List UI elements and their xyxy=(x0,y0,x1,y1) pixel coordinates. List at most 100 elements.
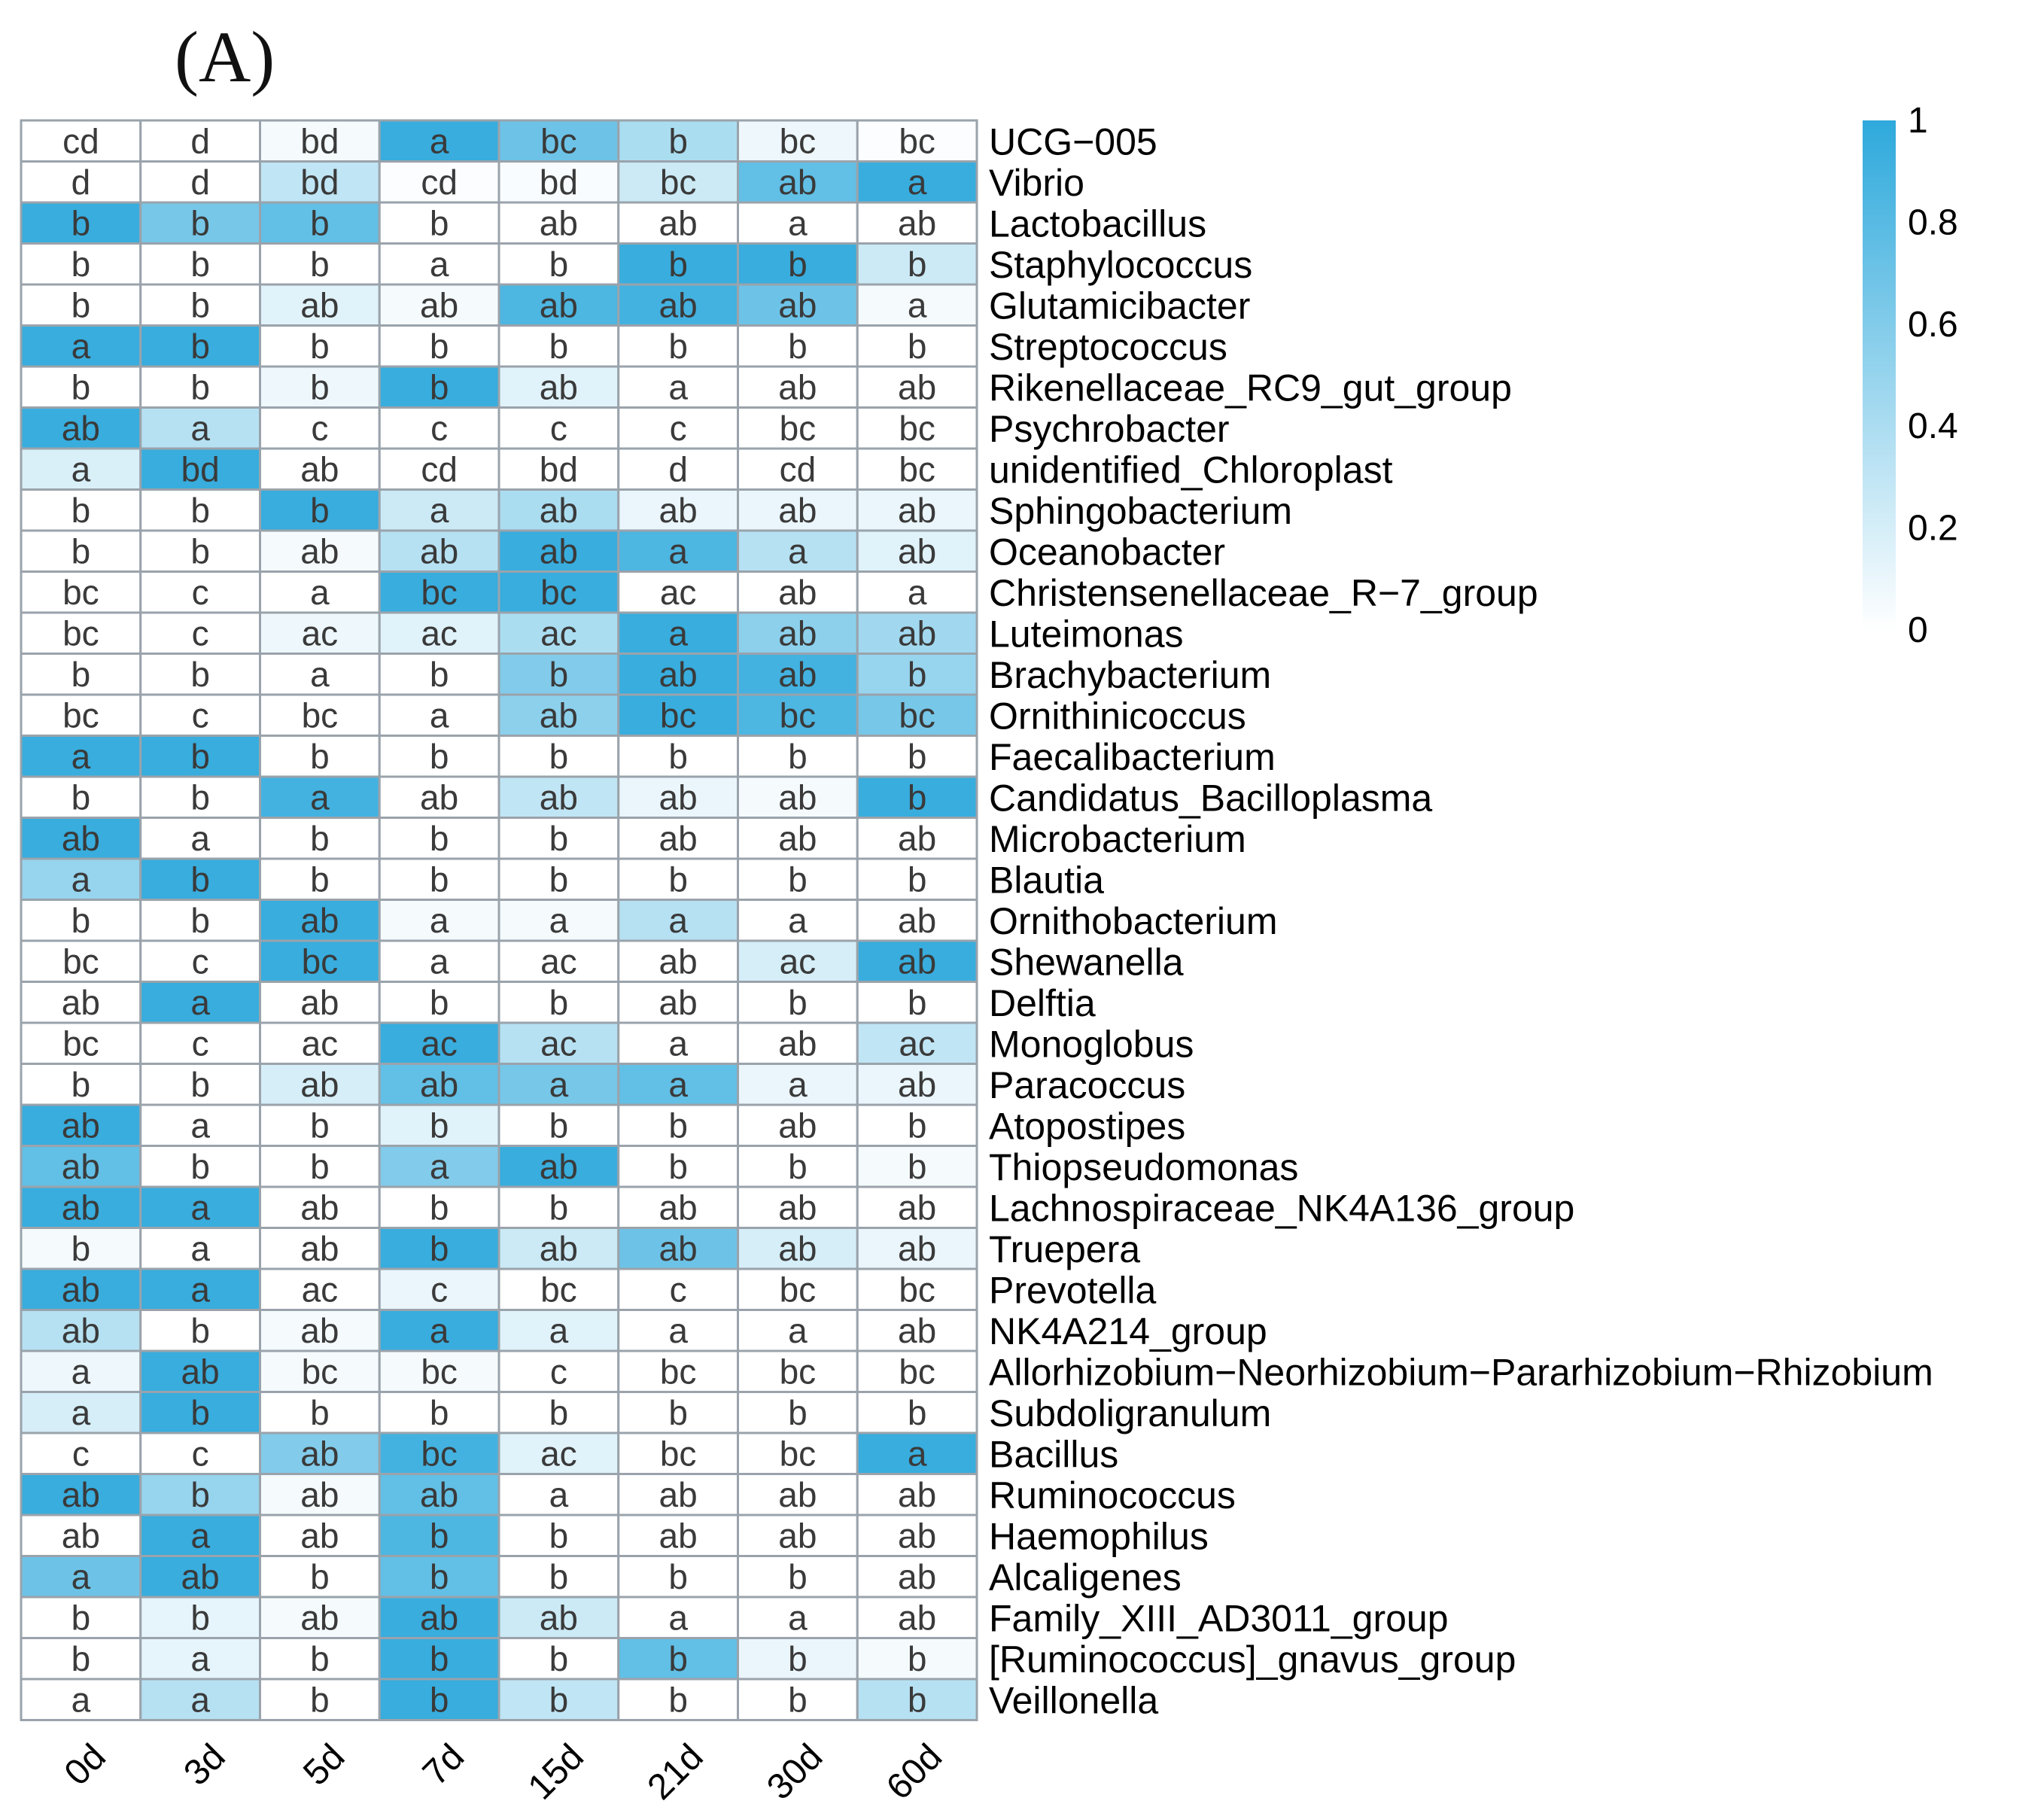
cell-significance-label: a xyxy=(788,1065,808,1104)
heatmap-cell xyxy=(20,1431,142,1475)
heatmap-cell xyxy=(139,1637,261,1681)
cell-significance-label: ab xyxy=(898,1557,936,1596)
heatmap-cell xyxy=(617,1513,739,1557)
column-label: 5d xyxy=(296,1737,352,1793)
cell-significance-label: bc xyxy=(899,1352,935,1391)
cell-significance-label: ab xyxy=(898,491,936,530)
heatmap-cell xyxy=(378,283,500,327)
heatmap-cell xyxy=(737,529,859,573)
cell-significance-label: b xyxy=(310,1147,330,1186)
cell-significance-label: ab xyxy=(62,1311,100,1350)
heatmap-cell xyxy=(139,1185,261,1229)
cell-significance-label: b xyxy=(71,367,91,406)
cell-significance-label: ab xyxy=(540,777,578,817)
cell-significance-label: ab xyxy=(62,1188,100,1227)
heatmap-cell xyxy=(378,1103,500,1147)
heatmap-cell xyxy=(378,1555,500,1599)
cell-significance-label: a xyxy=(71,1393,91,1432)
cell-significance-label: ab xyxy=(540,491,578,530)
row-label: Brachybacterium xyxy=(989,654,1271,696)
cell-significance-label: a xyxy=(430,121,449,160)
heatmap-cell xyxy=(737,1431,859,1475)
cell-significance-label: ab xyxy=(778,777,817,817)
cell-significance-label: a xyxy=(788,531,808,570)
heatmap-cell xyxy=(617,119,739,163)
heatmap-cell xyxy=(737,1145,859,1188)
cell-significance-label: ab xyxy=(420,531,458,570)
heatmap-cell xyxy=(259,242,381,286)
heatmap-cell xyxy=(20,365,142,409)
cell-significance-label: ab xyxy=(898,613,936,653)
heatmap-cell xyxy=(139,529,261,573)
row-label: unidentified_Chloroplast xyxy=(989,449,1393,491)
cell-significance-label: ab xyxy=(659,1188,698,1227)
cell-significance-label: ac xyxy=(302,613,339,653)
column-label: 21d xyxy=(640,1737,711,1800)
legend-tick-label: 0.6 xyxy=(1908,305,1958,345)
cell-significance-label: bc xyxy=(660,163,697,202)
heatmap-cell xyxy=(617,775,739,819)
column-label: 3d xyxy=(176,1737,233,1793)
cell-significance-label: ab xyxy=(898,1229,936,1268)
cell-significance-label: ab xyxy=(62,1270,100,1309)
cell-significance-label: bc xyxy=(302,695,339,735)
cell-significance-label: ab xyxy=(778,819,817,858)
cell-significance-label: b xyxy=(430,859,449,899)
cell-significance-label: ab xyxy=(300,1516,339,1555)
row-label: Staphylococcus xyxy=(989,244,1252,286)
cell-significance-label: ac xyxy=(302,1270,339,1309)
cell-significance-label: b xyxy=(908,859,927,899)
heatmap-cell xyxy=(856,570,978,614)
cell-significance-label: a xyxy=(310,573,330,612)
cell-significance-label: a xyxy=(190,1188,210,1227)
cell-significance-label: ab xyxy=(540,367,578,406)
legend-color-bar xyxy=(1863,120,1896,630)
heatmap-cell xyxy=(20,529,142,573)
heatmap-cell xyxy=(139,1555,261,1599)
heatmap-cell xyxy=(497,1431,620,1475)
cell-significance-label: a xyxy=(908,285,927,324)
heatmap-cell xyxy=(20,119,142,163)
cell-significance-label: ac xyxy=(540,1024,577,1063)
cell-significance-label: b xyxy=(71,777,91,817)
cell-significance-label: bc xyxy=(899,121,935,160)
cell-significance-label: b xyxy=(430,983,449,1022)
heatmap-cell xyxy=(497,1555,620,1599)
heatmap-cell xyxy=(378,201,500,245)
cell-significance-label: ab xyxy=(300,901,339,940)
cell-significance-label: a xyxy=(430,695,449,735)
row-label: Vibrio xyxy=(989,162,1084,204)
cell-significance-label: ab xyxy=(420,1065,458,1104)
row-label: Sphingobacterium xyxy=(989,490,1292,532)
cell-significance-label: b xyxy=(430,1229,449,1268)
cell-significance-label: ab xyxy=(540,285,578,324)
heatmap-cell xyxy=(259,817,381,860)
cell-significance-label: b xyxy=(908,737,927,776)
cell-significance-label: b xyxy=(908,983,927,1022)
cell-significance-label: c xyxy=(670,1270,687,1309)
cell-significance-label: ab xyxy=(540,695,578,735)
cell-significance-label: b xyxy=(190,327,210,366)
heatmap-cell xyxy=(378,1637,500,1681)
heatmap-cell xyxy=(259,1513,381,1557)
cell-significance-label: b xyxy=(549,245,569,284)
heatmap-cell xyxy=(259,201,381,245)
cell-significance-label: ab xyxy=(300,983,339,1022)
heatmap-cell xyxy=(856,1021,978,1065)
cell-significance-label: ab xyxy=(898,1475,936,1514)
cell-significance-label: bc xyxy=(62,942,99,981)
cell-significance-label: c xyxy=(550,1352,567,1391)
row-label: Faecalibacterium xyxy=(989,736,1276,778)
cell-significance-label: a xyxy=(668,1024,688,1063)
heatmap-cell xyxy=(20,1473,142,1517)
cell-significance-label: bc xyxy=(421,1352,458,1391)
cell-significance-label: ab xyxy=(659,285,698,324)
cell-significance-label: b xyxy=(71,1229,91,1268)
cell-significance-label: c xyxy=(192,573,209,612)
cell-significance-label: ac xyxy=(540,613,577,653)
row-label: Rikenellaceae_RC9_gut_group xyxy=(989,367,1512,409)
heatmap-cell xyxy=(497,1063,620,1106)
heatmap-cell xyxy=(139,1473,261,1517)
heatmap-cell xyxy=(139,324,261,368)
row-label: Atopostipes xyxy=(989,1105,1185,1147)
